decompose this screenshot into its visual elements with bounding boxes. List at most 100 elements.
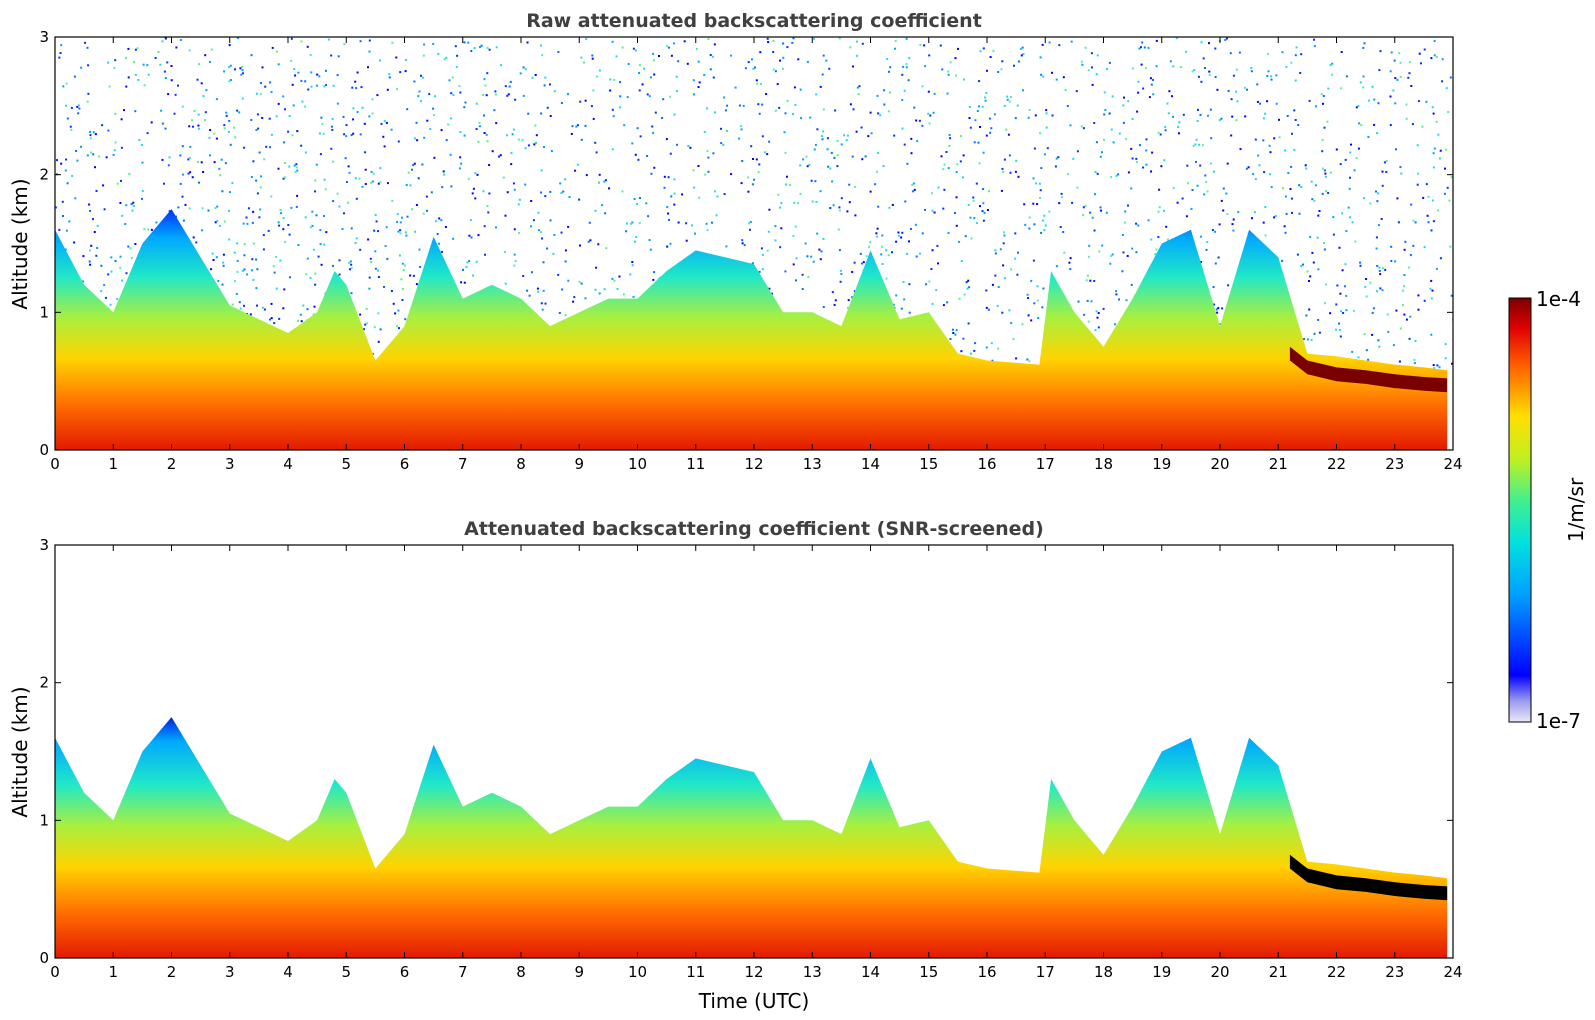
noise-pixel bbox=[311, 224, 314, 227]
noise-pixel bbox=[421, 163, 424, 166]
noise-pixel bbox=[116, 182, 119, 185]
noise-pixel bbox=[755, 79, 758, 82]
noise-pixel bbox=[345, 135, 348, 138]
noise-pixel bbox=[549, 115, 552, 117]
noise-pixel bbox=[595, 266, 598, 269]
noise-pixel bbox=[397, 140, 400, 143]
noise-pixel bbox=[452, 94, 455, 96]
noise-pixel bbox=[316, 73, 319, 76]
noise-pixel bbox=[963, 293, 966, 296]
noise-pixel bbox=[1316, 236, 1319, 239]
noise-pixel bbox=[1076, 186, 1079, 189]
noise-pixel bbox=[797, 202, 800, 205]
noise-pixel bbox=[367, 66, 369, 69]
noise-pixel bbox=[119, 255, 122, 258]
noise-pixel bbox=[240, 73, 243, 76]
noise-pixel bbox=[1340, 51, 1343, 53]
noise-pixel bbox=[1321, 167, 1324, 170]
noise-pixel bbox=[550, 150, 553, 152]
noise-pixel bbox=[350, 266, 353, 269]
noise-pixel bbox=[1232, 74, 1235, 77]
noise-pixel bbox=[1290, 61, 1293, 64]
noise-pixel bbox=[1199, 235, 1202, 238]
noise-pixel bbox=[482, 93, 484, 96]
noise-pixel bbox=[1155, 65, 1158, 68]
noise-pixel bbox=[331, 128, 334, 131]
noise-pixel bbox=[856, 54, 859, 57]
noise-pixel bbox=[1150, 83, 1153, 86]
noise-pixel bbox=[270, 302, 273, 305]
noise-pixel bbox=[1208, 70, 1211, 73]
noise-pixel bbox=[356, 111, 359, 113]
noise-pixel bbox=[978, 162, 981, 165]
noise-pixel bbox=[553, 90, 556, 93]
noise-pixel bbox=[1438, 157, 1441, 160]
noise-pixel bbox=[1425, 100, 1428, 103]
noise-pixel bbox=[1323, 169, 1326, 172]
noise-pixel bbox=[1363, 333, 1366, 336]
noise-pixel bbox=[949, 61, 952, 64]
noise-pixel bbox=[405, 184, 408, 186]
x-tick-label: 10 bbox=[628, 455, 647, 473]
noise-pixel bbox=[1022, 89, 1024, 92]
noise-pixel bbox=[475, 260, 478, 263]
noise-pixel bbox=[912, 182, 915, 185]
noise-pixel bbox=[959, 135, 962, 138]
noise-pixel bbox=[1399, 327, 1402, 330]
noise-pixel bbox=[245, 216, 248, 219]
noise-pixel bbox=[1216, 311, 1219, 314]
noise-pixel bbox=[213, 132, 216, 135]
noise-pixel bbox=[854, 214, 857, 217]
noise-pixel bbox=[707, 38, 710, 40]
noise-pixel bbox=[1066, 105, 1069, 107]
noise-pixel bbox=[970, 237, 973, 240]
noise-pixel bbox=[1375, 190, 1377, 193]
noise-pixel bbox=[406, 108, 409, 111]
noise-pixel bbox=[330, 54, 333, 57]
noise-pixel bbox=[977, 141, 980, 144]
noise-pixel bbox=[1237, 211, 1240, 214]
noise-pixel bbox=[1175, 37, 1178, 40]
noise-pixel bbox=[618, 275, 621, 278]
noise-pixel bbox=[982, 151, 985, 154]
noise-pixel bbox=[1167, 112, 1170, 115]
x-tick-label: 22 bbox=[1327, 963, 1346, 981]
noise-pixel bbox=[390, 128, 393, 131]
noise-pixel bbox=[304, 105, 306, 108]
noise-pixel bbox=[814, 143, 817, 146]
noise-pixel bbox=[1069, 268, 1072, 271]
noise-pixel bbox=[1231, 115, 1234, 118]
noise-pixel bbox=[1414, 340, 1417, 342]
noise-pixel bbox=[959, 160, 962, 163]
noise-pixel bbox=[1263, 171, 1266, 174]
noise-pixel bbox=[1418, 52, 1421, 55]
noise-pixel bbox=[921, 85, 924, 88]
noise-pixel bbox=[354, 242, 357, 244]
noise-pixel bbox=[772, 68, 775, 71]
noise-pixel bbox=[685, 222, 688, 225]
noise-pixel bbox=[692, 169, 695, 172]
noise-pixel bbox=[414, 137, 416, 140]
noise-pixel bbox=[1019, 48, 1022, 50]
noise-pixel bbox=[693, 186, 696, 189]
noise-pixel bbox=[348, 261, 351, 264]
noise-pixel bbox=[962, 337, 965, 340]
noise-pixel bbox=[625, 222, 628, 225]
noise-pixel bbox=[1444, 343, 1447, 346]
noise-pixel bbox=[65, 158, 68, 161]
noise-pixel bbox=[1200, 80, 1203, 83]
noise-pixel bbox=[1294, 79, 1297, 82]
noise-pixel bbox=[695, 47, 698, 50]
noise-pixel bbox=[224, 162, 227, 165]
noise-pixel bbox=[1326, 120, 1329, 123]
noise-pixel bbox=[1039, 132, 1042, 135]
noise-pixel bbox=[1091, 216, 1094, 219]
noise-pixel bbox=[82, 255, 85, 258]
noise-pixel bbox=[1322, 102, 1324, 105]
noise-pixel bbox=[443, 173, 446, 176]
noise-pixel bbox=[278, 224, 281, 227]
noise-pixel bbox=[218, 224, 221, 227]
noise-pixel bbox=[1349, 216, 1351, 219]
noise-pixel bbox=[473, 47, 476, 50]
noise-pixel bbox=[1110, 175, 1113, 178]
